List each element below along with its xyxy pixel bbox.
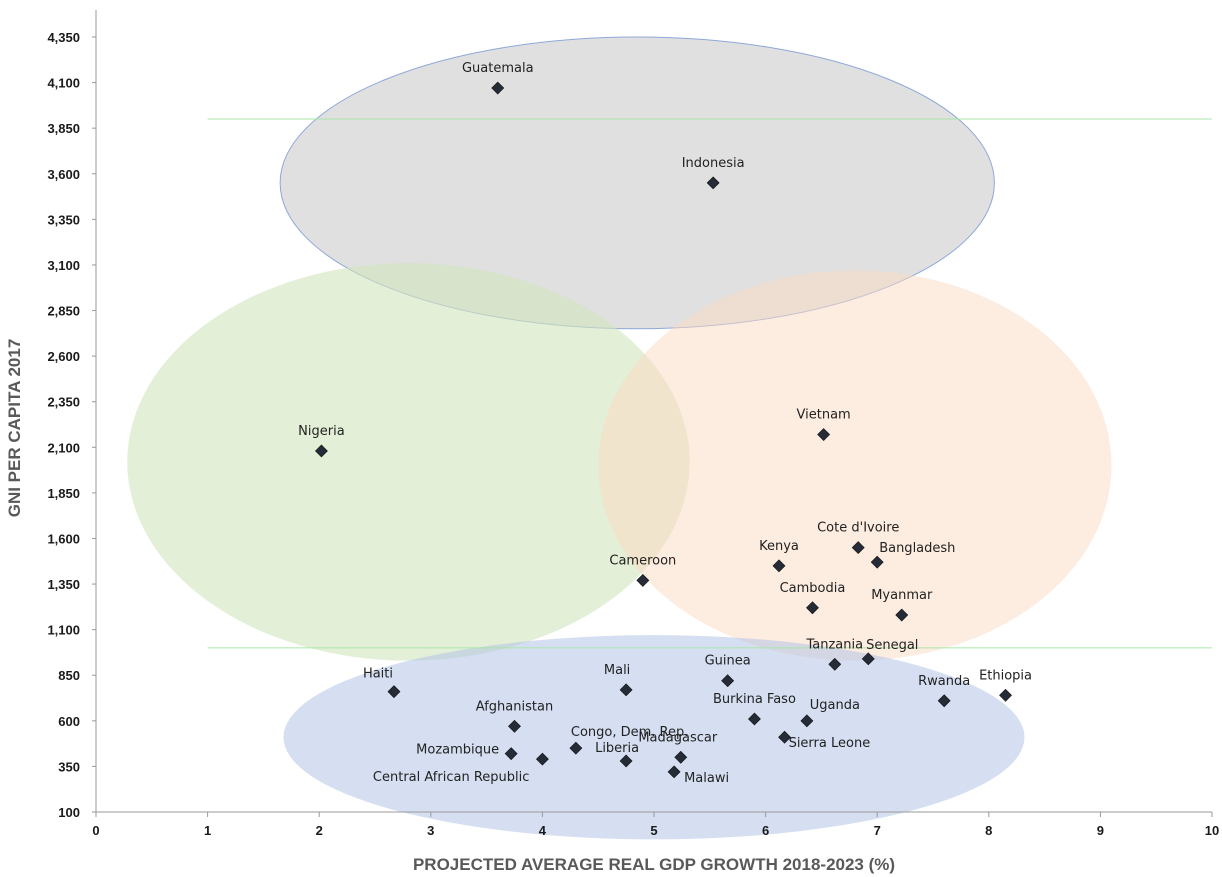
y-tick-label: 350: [58, 759, 80, 774]
y-tick-label: 850: [58, 668, 80, 683]
x-tick-labels: 0 1 2 3 4 5 6 7 8 9 10: [92, 812, 1219, 838]
point-guatemala-label: Guatemala: [462, 61, 534, 76]
x-tick-label: 10: [1205, 823, 1219, 838]
point-bangladesh-marker: [870, 555, 884, 569]
y-tick-label: 100: [58, 805, 80, 820]
point-uganda-marker: [800, 714, 814, 728]
point-cote-d-ivoire-label: Cote d'Ivoire: [817, 521, 899, 536]
x-tick-label: 6: [762, 823, 769, 838]
point-madagascar-label: Madagascar: [638, 730, 718, 745]
y-tick-label: 1,350: [47, 577, 80, 592]
point-labels: Guatemala Indonesia Nigeria Vietnam Cameroon…: [298, 61, 1032, 786]
x-tick-label: 1: [204, 823, 211, 838]
point-rwanda-label: Rwanda: [918, 674, 970, 689]
reference-lines: [207, 118, 1212, 649]
x-tick-label: 5: [650, 823, 657, 838]
point-madagascar-marker: [674, 750, 688, 764]
point-burkina-faso-label: Burkina Faso: [713, 692, 796, 707]
point-kenya-marker: [772, 559, 786, 573]
x-tick-label: 0: [92, 823, 99, 838]
point-sierra-leone-label: Sierra Leone: [789, 736, 871, 751]
x-tick-label: 3: [427, 823, 434, 838]
zone-right-ellipse: [598, 270, 1112, 661]
point-ethiopia-label: Ethiopia: [979, 668, 1032, 683]
point-cameroon-label: Cameroon: [609, 553, 676, 568]
y-tick-label: 4,350: [47, 30, 80, 45]
point-cameroon-marker: [636, 573, 650, 587]
point-sierra-leone-marker: [778, 730, 791, 744]
x-tick-label: 7: [874, 823, 881, 838]
zone-lower-ellipse: [283, 635, 1025, 840]
point-vietnam-label: Vietnam: [797, 408, 851, 423]
point-tanzania-marker: [828, 657, 842, 671]
point-senegal-label: Senegal: [866, 638, 918, 653]
point-afghanistan-label: Afghanistan: [476, 699, 553, 714]
point-indonesia-label: Indonesia: [682, 156, 745, 171]
point-central-african-republic-label: Central African Republic: [373, 770, 529, 785]
point-bangladesh-label: Bangladesh: [879, 541, 955, 556]
point-cote-d-ivoire-marker: [851, 541, 865, 555]
point-central-african-republic-marker: [535, 752, 549, 766]
zone-upper-ellipse: [279, 36, 995, 330]
point-uganda-label: Uganda: [810, 698, 860, 713]
y-tick-label: 1,850: [47, 486, 80, 501]
point-nigeria-marker: [315, 444, 328, 458]
point-burkina-faso-marker: [748, 712, 761, 726]
y-tick-label: 4,100: [47, 76, 80, 91]
y-tick-label: 1,100: [47, 623, 80, 638]
y-tick-label: 2,100: [47, 440, 80, 455]
y-tick-label: 3,350: [47, 212, 80, 227]
point-cambodia-marker: [806, 601, 819, 615]
y-tick-label: 3,600: [47, 167, 80, 182]
point-mozambique-label: Mozambique: [416, 743, 499, 758]
cluster-zones: [127, 36, 1112, 840]
point-guinea-marker: [721, 674, 735, 688]
point-tanzania-label: Tanzania: [805, 637, 863, 652]
point-myanmar-marker: [895, 608, 909, 622]
point-malawi-marker: [667, 765, 681, 779]
point-cambodia-label: Cambodia: [780, 581, 846, 596]
point-senegal-marker: [861, 652, 875, 666]
y-axis-title: GNI PER CAPITA 2017: [5, 339, 24, 518]
point-mali-label: Mali: [604, 663, 630, 678]
point-malawi-label: Malawi: [684, 771, 729, 786]
y-tick-label: 3,100: [47, 258, 80, 273]
point-haiti-label: Haiti: [363, 667, 393, 682]
point-afghanistan-marker: [508, 719, 521, 733]
point-congo-dem-rep-label: Congo, Dem. Rep.: [571, 725, 689, 740]
x-axis-title: PROJECTED AVERAGE REAL GDP GROWTH 2018-2…: [413, 855, 895, 874]
x-tick-label: 4: [539, 823, 547, 838]
data-points: [315, 81, 1012, 779]
y-tick-label: 1,600: [47, 531, 80, 546]
point-mali-marker: [619, 683, 633, 697]
point-ethiopia-marker: [999, 688, 1012, 702]
point-congo-dem-rep-marker: [569, 741, 583, 755]
point-haiti-marker: [387, 685, 401, 699]
y-tick-label: 600: [58, 714, 80, 729]
point-liberia-label: Liberia: [595, 741, 639, 756]
point-myanmar-label: Myanmar: [871, 588, 933, 603]
point-guinea-label: Guinea: [705, 654, 751, 669]
point-nigeria-label: Nigeria: [298, 424, 345, 439]
y-tick-label: 3,850: [47, 121, 80, 136]
x-tick-label: 9: [1097, 823, 1104, 838]
point-rwanda-marker: [937, 694, 951, 708]
point-kenya-label: Kenya: [759, 539, 799, 554]
point-guatemala-marker: [491, 81, 505, 95]
point-vietnam-marker: [817, 428, 831, 441]
zone-left-ellipse: [127, 263, 690, 661]
point-mozambique-marker: [504, 747, 518, 761]
x-tick-label: 8: [985, 823, 992, 838]
y-tick-label: 2,600: [47, 349, 80, 364]
y-tick-label: 2,350: [47, 395, 80, 410]
point-liberia-marker: [619, 754, 633, 768]
x-tick-label: 2: [316, 823, 323, 838]
y-tick-labels: 100 350 600 850 1,100 1,350 1,600 1,850 2,100 2,3…: [47, 30, 96, 820]
point-indonesia-marker: [706, 176, 720, 190]
y-tick-label: 2,850: [47, 304, 80, 319]
